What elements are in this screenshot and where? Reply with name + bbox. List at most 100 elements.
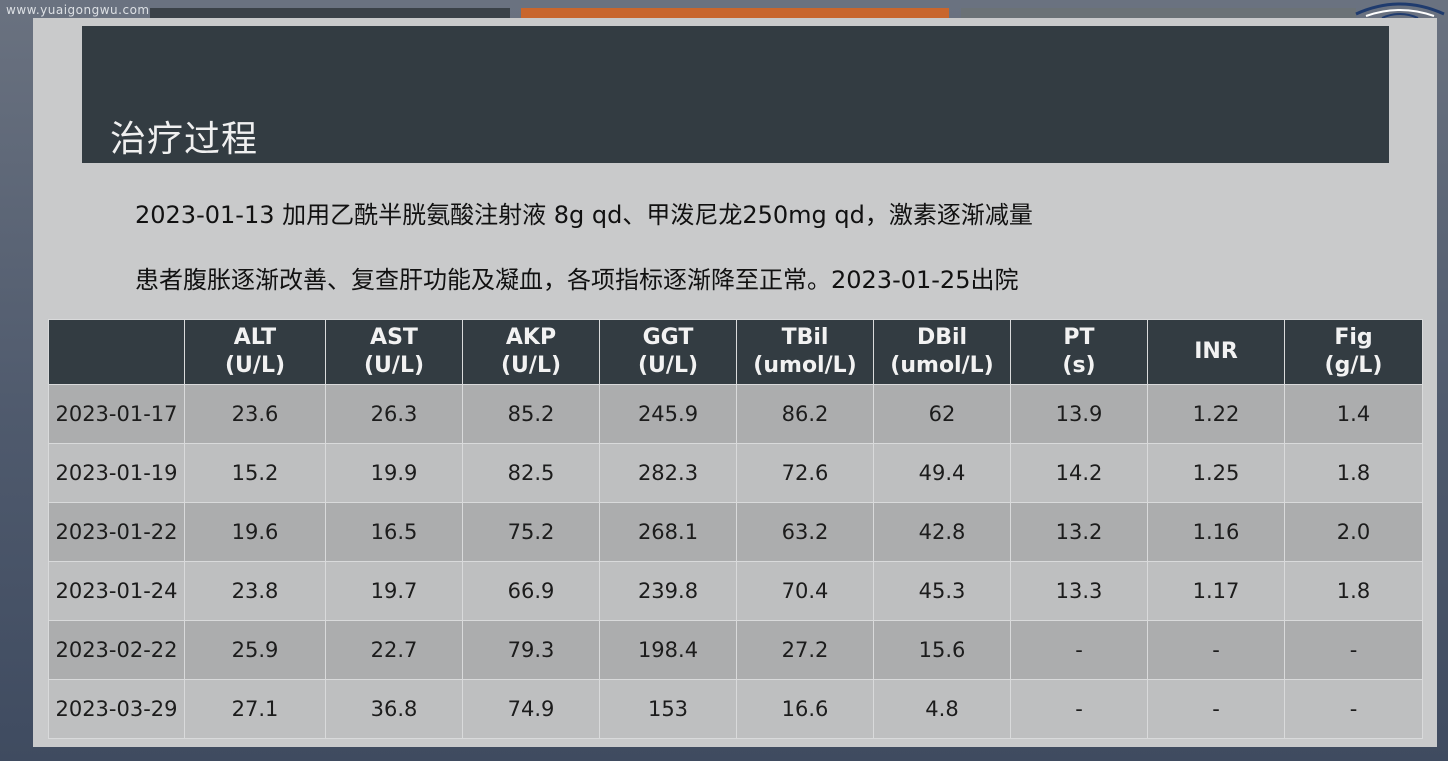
value-cell: - (1284, 679, 1423, 739)
value-cell: 86.2 (736, 384, 874, 444)
value-cell: 74.9 (462, 679, 600, 739)
value-cell: - (1284, 620, 1423, 680)
value-cell: 16.6 (736, 679, 874, 739)
value-cell: 75.2 (462, 502, 600, 562)
value-cell: - (1010, 679, 1148, 739)
header-label: PT (1063, 325, 1095, 350)
title-band: 治疗过程 (82, 26, 1389, 163)
value-cell: 13.2 (1010, 502, 1148, 562)
value-cell: 245.9 (599, 384, 737, 444)
value-cell: 19.6 (184, 502, 326, 562)
date-cell: 2023-01-24 (48, 561, 185, 621)
decor-bar-orange (521, 8, 949, 18)
table-row: 2023-01-22 19.6 16.5 75.2 268.1 63.2 42.8 13.2 1… (48, 502, 1423, 562)
value-cell: 42.8 (873, 502, 1011, 562)
header-unit: (U/L) (637, 353, 699, 378)
value-cell: 25.9 (184, 620, 326, 680)
value-cell: 15.6 (873, 620, 1011, 680)
value-cell: - (1010, 620, 1148, 680)
table-header-row: ALT (U/L) AST (U/L) AKP (U/L) GGT (U/L) TBil (umo… (48, 319, 1423, 385)
value-cell: 36.8 (325, 679, 463, 739)
header-label: Fig (1334, 325, 1373, 350)
value-cell: 66.9 (462, 561, 600, 621)
value-cell: 239.8 (599, 561, 737, 621)
value-cell: 1.22 (1147, 384, 1285, 444)
table-row: 2023-01-24 23.8 19.7 66.9 239.8 70.4 45.3 13.3 1… (48, 561, 1423, 621)
table-row: 2023-03-29 27.1 36.8 74.9 153 16.6 4.8- - - (48, 679, 1423, 739)
value-cell: 1.8 (1284, 443, 1423, 503)
value-cell: 1.4 (1284, 384, 1423, 444)
value-cell: 27.2 (736, 620, 874, 680)
value-cell: 63.2 (736, 502, 874, 562)
value-cell: - (1147, 620, 1285, 680)
header-cell-fig: Fig (g/L) (1284, 319, 1423, 385)
treatment-line-1: 2023-01-13 加用乙酰半胱氨酸注射液 8g qd、甲泼尼龙250mg q… (135, 201, 1033, 229)
header-cell-ast: AST (U/L) (325, 319, 463, 385)
header-cell-dbil: DBil (umol/L) (873, 319, 1011, 385)
date-cell: 2023-01-22 (48, 502, 185, 562)
date-cell: 2023-01-19 (48, 443, 185, 503)
value-cell: 85.2 (462, 384, 600, 444)
value-cell: 14.2 (1010, 443, 1148, 503)
eye-arc-logo-icon (1355, 2, 1445, 19)
watermark: www.yuaigongwu.com (6, 3, 150, 17)
value-cell: 1.17 (1147, 561, 1285, 621)
value-cell: 282.3 (599, 443, 737, 503)
header-label: INR (1194, 339, 1238, 364)
value-cell: 79.3 (462, 620, 600, 680)
table-row: 2023-01-17 23.6 26.3 85.2 245.9 86.2 62 13.9 1.2… (48, 384, 1423, 444)
header-label: TBil (781, 325, 829, 350)
value-cell: 45.3 (873, 561, 1011, 621)
value-cell: 19.9 (325, 443, 463, 503)
treatment-line-2: 患者腹胀逐渐改善、复查肝功能及凝血，各项指标逐渐降至正常。2023-01-25出… (135, 266, 1019, 294)
header-cell-alt: ALT (U/L) (184, 319, 326, 385)
header-cell-akp: AKP (U/L) (462, 319, 600, 385)
header-label: AKP (505, 325, 557, 350)
value-cell: 268.1 (599, 502, 737, 562)
value-cell: 153 (599, 679, 737, 739)
header-unit: (U/L) (500, 353, 562, 378)
value-cell: - (1147, 679, 1285, 739)
header-cell-pt: PT (s) (1010, 319, 1148, 385)
value-cell: 1.16 (1147, 502, 1285, 562)
value-cell: 70.4 (736, 561, 874, 621)
value-cell: 27.1 (184, 679, 326, 739)
value-cell: 72.6 (736, 443, 874, 503)
header-unit: (g/L) (1324, 353, 1383, 378)
header-label: AST (370, 325, 418, 350)
header-unit: (umol/L) (753, 353, 857, 378)
date-cell: 2023-03-29 (48, 679, 185, 739)
value-cell: 1.8 (1284, 561, 1423, 621)
value-cell: 26.3 (325, 384, 463, 444)
slide-title: 治疗过程 (110, 119, 259, 160)
header-unit: (U/L) (363, 353, 425, 378)
header-cell-tbil: TBil (umol/L) (736, 319, 874, 385)
header-cell-date (48, 319, 185, 385)
header-label: GGT (642, 325, 694, 350)
header-label: DBil (916, 325, 968, 350)
decor-bar-gray (961, 8, 1356, 18)
value-cell: 22.7 (325, 620, 463, 680)
value-cell: 198.4 (599, 620, 737, 680)
value-cell: 1.25 (1147, 443, 1285, 503)
header-unit: (s) (1062, 353, 1096, 378)
value-cell: 23.6 (184, 384, 326, 444)
value-cell: 4.8 (873, 679, 1011, 739)
value-cell: 16.5 (325, 502, 463, 562)
lab-results-table: ALT (U/L) AST (U/L) AKP (U/L) GGT (U/L) TBil (umo… (48, 319, 1423, 739)
value-cell: 19.7 (325, 561, 463, 621)
value-cell: 2.0 (1284, 502, 1423, 562)
decor-bar-dark (150, 8, 510, 18)
header-label: ALT (233, 325, 277, 350)
slide: 治疗过程 2023-01-13 加用乙酰半胱氨酸注射液 8g qd、甲泼尼龙25… (33, 18, 1437, 747)
header-unit: (U/L) (224, 353, 286, 378)
header-unit: (umol/L) (890, 353, 994, 378)
value-cell: 23.8 (184, 561, 326, 621)
value-cell: 13.3 (1010, 561, 1148, 621)
header-cell-ggt: GGT (U/L) (599, 319, 737, 385)
date-cell: 2023-01-17 (48, 384, 185, 444)
table-row: 2023-02-22 25.9 22.7 79.3 198.4 27.2 15.6- - - (48, 620, 1423, 680)
table-row: 2023-01-19 15.2 19.9 82.5 282.3 72.6 49.4 14.2 1… (48, 443, 1423, 503)
value-cell: 15.2 (184, 443, 326, 503)
date-cell: 2023-02-22 (48, 620, 185, 680)
